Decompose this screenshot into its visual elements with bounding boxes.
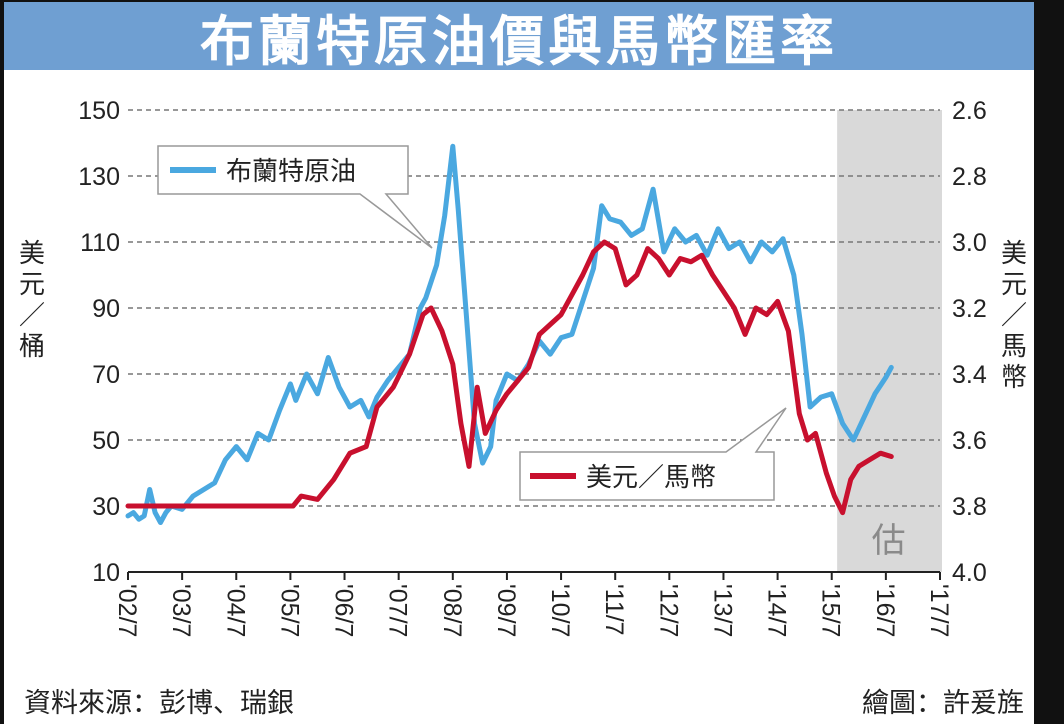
legend-oil-label: 布蘭特原油 bbox=[226, 157, 356, 187]
left-tick-label: 110 bbox=[80, 229, 120, 257]
x-tick-label: '02/7 bbox=[113, 584, 141, 637]
x-tick-label: '17/7 bbox=[925, 584, 953, 637]
left-tick-label: 10 bbox=[92, 559, 120, 587]
credit-note: 繪圖：許爰旌 bbox=[862, 688, 1024, 719]
x-tick-label: '16/7 bbox=[871, 584, 899, 637]
right-axis-unit-label: 美元／馬幣 bbox=[1001, 239, 1027, 393]
x-tick-label: '08/7 bbox=[438, 584, 466, 637]
estimate-label: 估 bbox=[872, 521, 906, 561]
right-tick-label: 3.2 bbox=[952, 295, 987, 323]
chart-canvas: 150 2.6 130 2.8 110 3.0 90 3.2 70 3.4 50 3.6 30 3.8 10… bbox=[19, 97, 1027, 719]
right-tick-label: 2.6 bbox=[952, 97, 987, 125]
x-tick-label: '06/7 bbox=[330, 584, 358, 637]
source-note: 資料來源：彭博、瑞銀 bbox=[24, 688, 294, 719]
left-tick-label: 150 bbox=[78, 97, 120, 125]
left-tick-label: 30 bbox=[92, 493, 120, 521]
left-axis-unit-label: 美元／桶 bbox=[19, 239, 45, 362]
estimate-shading bbox=[837, 110, 942, 572]
legend-oil: 布蘭特原油 bbox=[157, 145, 433, 249]
x-tick-label: '14/7 bbox=[763, 584, 791, 637]
right-tick-label: 3.6 bbox=[952, 427, 987, 455]
x-tick-label: '10/7 bbox=[546, 584, 574, 637]
left-tick-label: 70 bbox=[92, 361, 120, 389]
x-tick-label: '12/7 bbox=[654, 584, 682, 637]
left-tick-label: 90 bbox=[92, 295, 120, 323]
x-tick-label: '13/7 bbox=[708, 584, 736, 637]
x-tick-label: '11/7 bbox=[600, 584, 628, 636]
x-tick-label: '15/7 bbox=[817, 584, 845, 637]
right-tick-label: 3.8 bbox=[952, 493, 987, 521]
chart-title: 布蘭特原油價與馬幣匯率 bbox=[200, 9, 838, 73]
right-tick-label: 2.8 bbox=[952, 163, 987, 191]
x-tick-label: '09/7 bbox=[492, 584, 520, 637]
x-tick-label: '05/7 bbox=[275, 584, 303, 637]
left-tick-label: 50 bbox=[92, 427, 120, 455]
legend-fx-label: 美元／馬幣 bbox=[586, 463, 716, 493]
series-line-oil bbox=[125, 143, 894, 525]
chart-panel: 布蘭特原油價與馬幣匯率 150 2.6 130 2.8 110 3.0 90 3.2 70 3.4… bbox=[4, 2, 1034, 724]
right-tick-label: 3.0 bbox=[952, 229, 987, 257]
title-bar: 布蘭特原油價與馬幣匯率 bbox=[4, 2, 1034, 73]
x-tick-label: '03/7 bbox=[167, 584, 195, 637]
legend-fx: 美元／馬幣 bbox=[519, 407, 787, 501]
right-tick-label: 4.0 bbox=[952, 559, 987, 587]
series-line-fx bbox=[125, 239, 894, 516]
x-tick-label: '04/7 bbox=[221, 584, 249, 637]
left-tick-label: 130 bbox=[78, 163, 120, 191]
right-tick-label: 3.4 bbox=[952, 361, 987, 389]
x-tick-label: '07/7 bbox=[384, 584, 412, 637]
